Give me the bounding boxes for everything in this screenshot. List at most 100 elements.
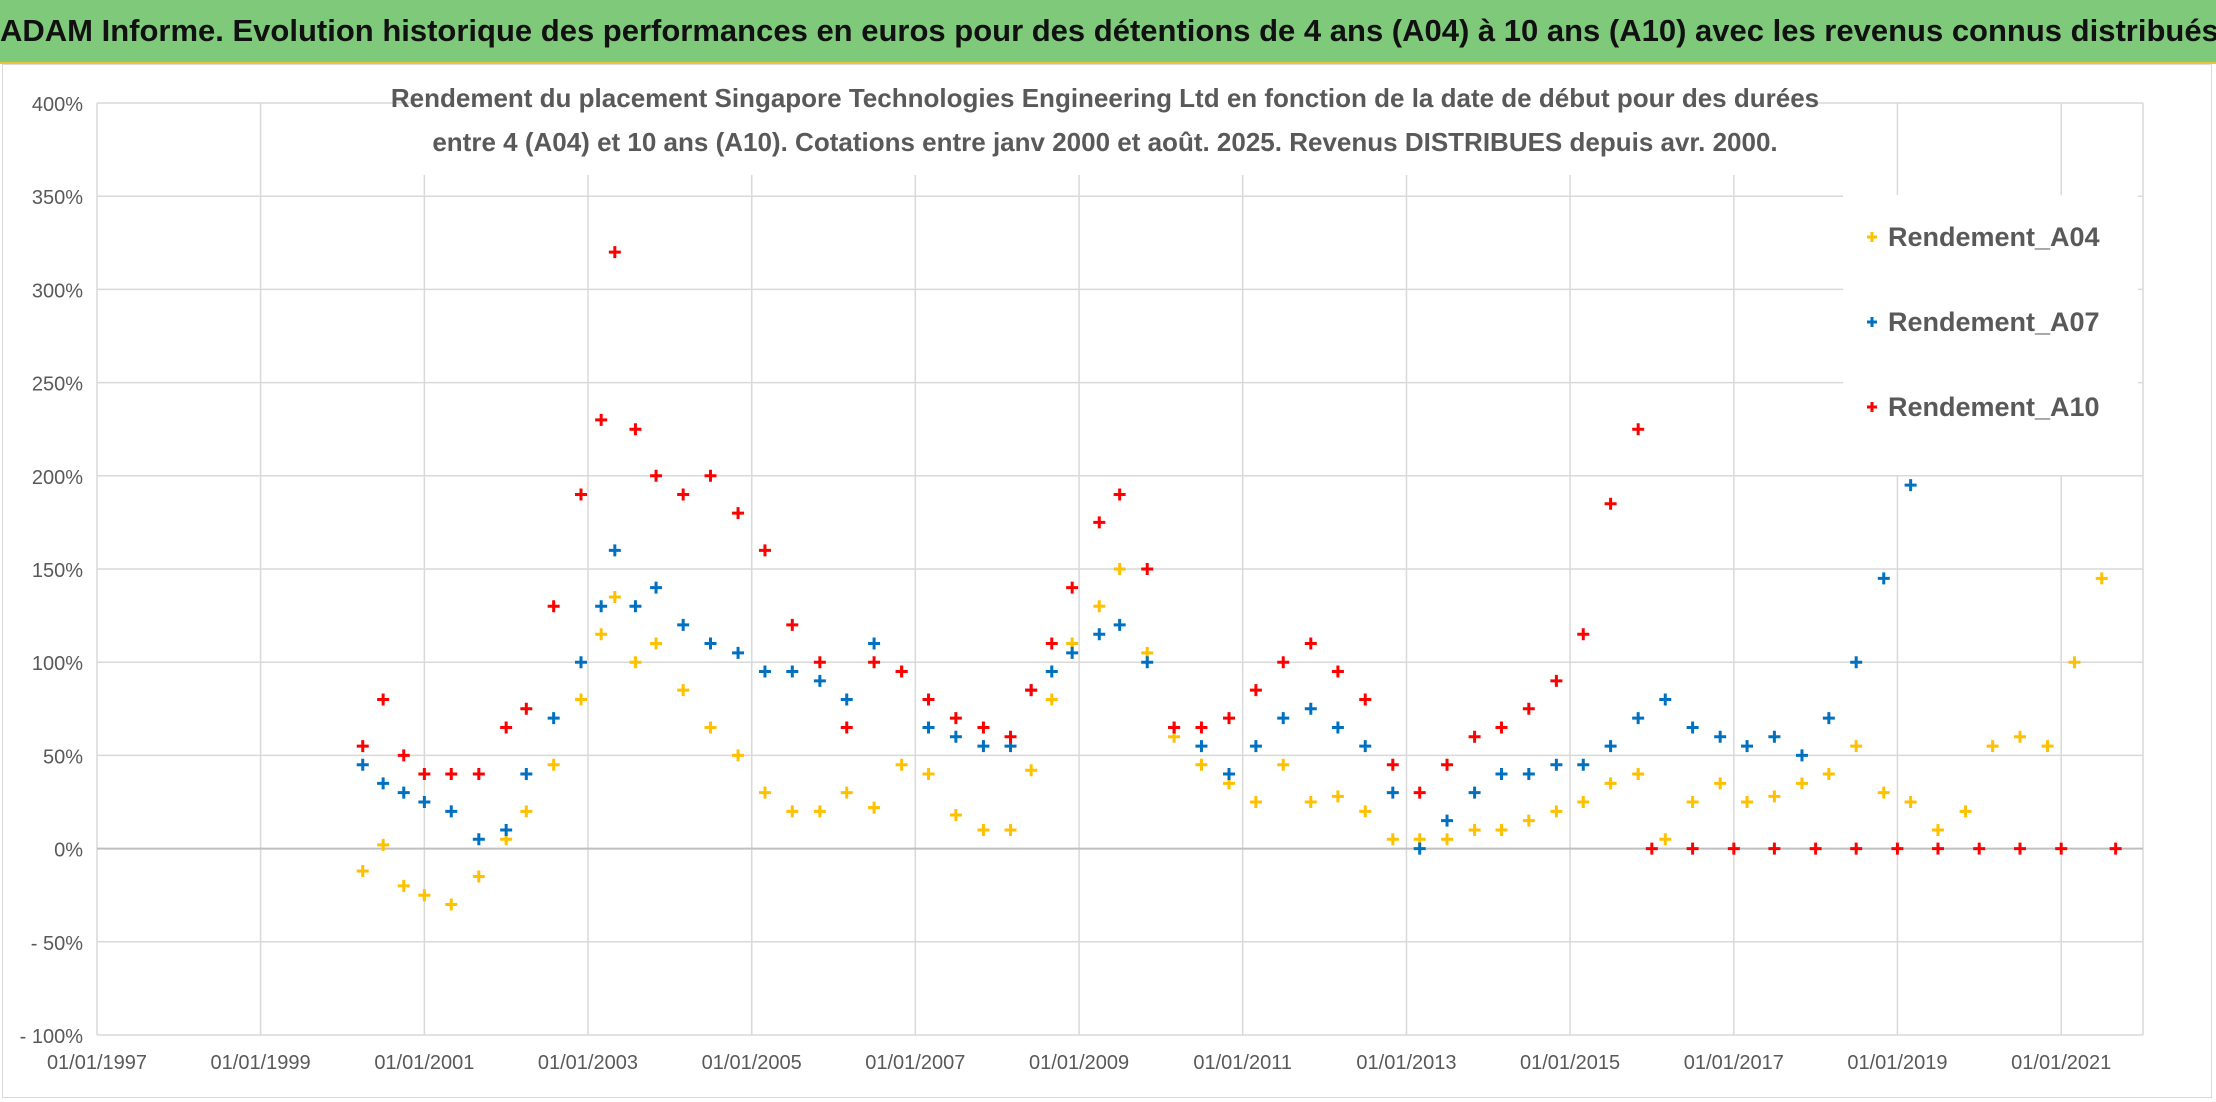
data-point	[547, 758, 560, 771]
y-tick-label: 250%	[32, 374, 83, 396]
data-point	[2095, 572, 2108, 585]
data-point	[1741, 740, 1754, 753]
data-point	[1877, 572, 1890, 585]
data-point	[1850, 740, 1863, 753]
data-point	[1632, 712, 1645, 725]
legend-label: Rendement_A10	[1888, 392, 2100, 422]
data-point	[1168, 721, 1181, 734]
data-point	[1223, 768, 1236, 781]
data-point	[650, 469, 663, 482]
data-point	[1495, 823, 1508, 836]
data-point	[868, 656, 881, 669]
data-point	[868, 801, 881, 814]
y-tick-label: 150%	[32, 560, 83, 582]
data-point	[1686, 796, 1699, 808]
data-point	[1195, 758, 1208, 771]
chart-frame: 400% 350% 300% 250% 200% 150% 100% 50% 0% - 50% - …	[2, 64, 2212, 1098]
x-tick-label: 01/01/2003	[538, 1052, 638, 1074]
data-point	[1195, 740, 1208, 753]
data-point	[1413, 786, 1426, 799]
data-point	[1441, 814, 1454, 827]
data-point	[1659, 833, 1672, 846]
x-tick-label: 01/01/1999	[211, 1052, 311, 1074]
y-tick-label: 350%	[32, 187, 83, 209]
data-point	[650, 581, 663, 594]
data-point	[520, 702, 533, 715]
x-tick-label: 01/01/1997	[47, 1052, 147, 1074]
data-point	[758, 665, 771, 678]
x-tick-label: 01/01/2011	[1193, 1052, 1292, 1074]
scatter-chart: 400% 350% 300% 250% 200% 150% 100% 50% 0% - 50% - …	[20, 67, 2144, 1074]
data-points	[356, 246, 2122, 911]
data-point	[1522, 814, 1535, 827]
data-point	[1741, 796, 1754, 808]
data-point	[2055, 842, 2068, 855]
data-point	[608, 246, 621, 259]
data-point	[1877, 786, 1890, 799]
data-point	[1768, 730, 1781, 743]
data-point	[418, 796, 431, 808]
data-point	[813, 805, 826, 818]
data-point	[1304, 796, 1317, 808]
data-point	[1359, 693, 1372, 706]
data-point	[677, 684, 690, 697]
data-point	[1359, 805, 1372, 818]
data-point	[1522, 702, 1535, 715]
data-point	[895, 665, 908, 678]
data-point	[1045, 693, 1058, 706]
data-point	[786, 805, 799, 818]
data-point	[1045, 665, 1058, 678]
data-point	[1522, 768, 1535, 781]
x-tick-label: 01/01/2007	[865, 1052, 965, 1074]
data-point	[1577, 758, 1590, 771]
legend-marker	[1867, 402, 1877, 412]
data-point	[1331, 790, 1344, 803]
data-point	[1495, 721, 1508, 734]
data-point	[1973, 842, 1986, 855]
data-point	[813, 656, 826, 669]
data-point	[1386, 786, 1399, 799]
data-point	[677, 488, 690, 501]
data-point	[2068, 656, 2081, 669]
data-point	[595, 628, 608, 641]
data-point	[1795, 749, 1808, 762]
y-tick-label: - 100%	[20, 1026, 84, 1048]
x-tick-label: 01/01/2015	[1520, 1052, 1620, 1074]
data-point	[2041, 740, 2054, 753]
data-point	[1004, 730, 1017, 743]
data-point	[1550, 805, 1563, 818]
data-point	[732, 646, 745, 659]
data-point	[1025, 764, 1038, 777]
data-point	[1809, 842, 1822, 855]
data-point	[520, 805, 533, 818]
data-point	[595, 413, 608, 426]
data-point	[472, 833, 485, 846]
data-point	[629, 656, 642, 669]
data-point	[1066, 581, 1079, 594]
data-point	[1959, 805, 1972, 818]
data-point	[445, 898, 458, 911]
data-point	[758, 786, 771, 799]
data-point	[1093, 516, 1106, 529]
data-point	[758, 544, 771, 557]
data-point	[397, 786, 410, 799]
data-point	[1249, 684, 1262, 697]
series-Rendement_A10	[356, 246, 2122, 855]
data-point	[629, 423, 642, 436]
data-point	[650, 637, 663, 650]
data-point	[949, 712, 962, 725]
data-point	[1277, 656, 1290, 669]
data-point	[472, 870, 485, 883]
data-point	[1891, 842, 1904, 855]
data-point	[786, 665, 799, 678]
data-point	[840, 721, 853, 734]
data-point	[500, 823, 513, 836]
series-Rendement_A04	[356, 563, 2108, 911]
data-point	[1645, 842, 1658, 855]
legend-marker	[1867, 232, 1877, 242]
data-point	[977, 721, 990, 734]
data-point	[356, 758, 369, 771]
data-point	[704, 637, 717, 650]
y-tick-label: - 50%	[31, 933, 83, 955]
